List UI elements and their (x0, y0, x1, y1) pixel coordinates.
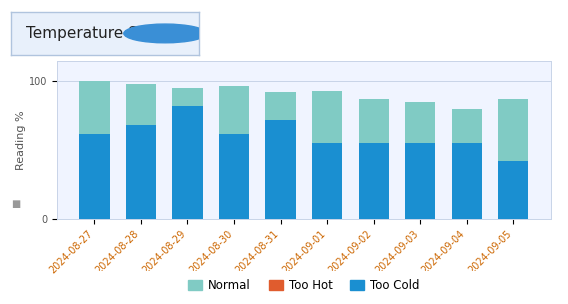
Bar (265, 92, 296, 120)
Bar (452, 143, 482, 219)
Bar (80, 81, 110, 134)
Text: Temperature Series: Temperature Series (26, 26, 176, 41)
X-axis label: Date: Date (291, 278, 317, 288)
Text: i: i (163, 29, 167, 38)
Bar (405, 143, 436, 219)
Bar (172, 88, 203, 106)
Legend: Normal, Too Hot, Too Cold: Normal, Too Hot, Too Cold (183, 275, 424, 297)
Text: ■: ■ (11, 199, 20, 209)
Circle shape (124, 24, 206, 43)
Y-axis label: Reading %: Reading % (16, 110, 26, 170)
Bar (312, 91, 343, 143)
Bar (452, 109, 482, 143)
Bar (405, 102, 436, 143)
Bar (265, 120, 296, 219)
Bar (498, 99, 528, 161)
Bar (126, 126, 156, 219)
Bar (126, 84, 156, 126)
Bar (219, 134, 249, 219)
Bar (312, 143, 343, 219)
Bar (219, 85, 249, 134)
Bar (172, 106, 203, 219)
Bar (498, 161, 528, 219)
Bar (358, 143, 389, 219)
Bar (80, 134, 110, 219)
Bar (358, 99, 389, 143)
